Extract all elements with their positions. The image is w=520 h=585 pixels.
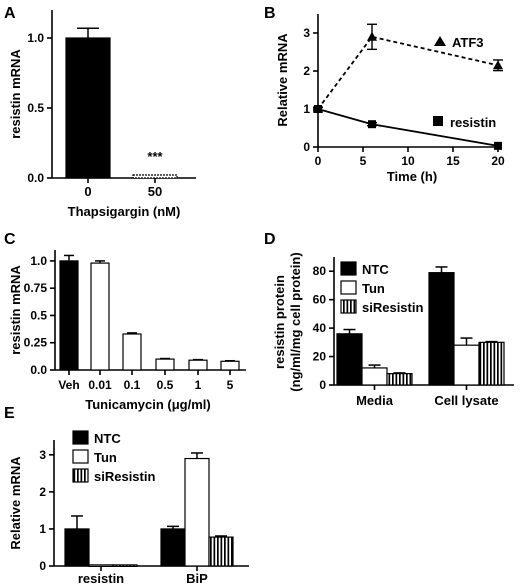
y-tick-label: 0 — [303, 140, 310, 154]
bar-e-siresistin — [208, 536, 234, 567]
y-axis-title: resistin protein — [272, 275, 287, 369]
bar-a-0 — [65, 37, 111, 179]
y-tick-label: 3 — [39, 448, 46, 462]
legend-swatch-ntc — [340, 261, 357, 276]
bar-e-ntc — [160, 528, 186, 567]
x-tick-label: 20 — [491, 154, 505, 168]
x-axis-title: Tunicamycin (μg/ml) — [85, 397, 210, 412]
legend-label: NTC — [94, 431, 121, 446]
legend-swatch-ntc — [72, 430, 89, 445]
data-point-atf3 — [493, 60, 503, 70]
bar-e-ntc — [64, 528, 90, 567]
panel-label-c: C — [4, 231, 16, 248]
x-tick-label: 50 — [148, 184, 162, 199]
y-axis-title-units: (ng/ml/mg cell protein) — [288, 252, 303, 391]
panel-label-d: D — [264, 231, 276, 248]
legend-marker-resistin — [433, 116, 443, 126]
bar-d-siresistin — [478, 341, 505, 386]
x-tick-label: 10 — [401, 154, 415, 168]
data-point-atf3 — [367, 31, 377, 41]
x-tick-label: resistin — [78, 571, 124, 585]
legend-label: resistin — [450, 115, 496, 130]
legend-swatch-siresistin — [72, 468, 89, 483]
x-tick-label: 0 — [84, 184, 91, 199]
y-tick-label: 2 — [303, 64, 310, 78]
bar-d-ntc — [336, 333, 363, 386]
legend-label: Tun — [94, 450, 117, 465]
y-tick-label: 2 — [39, 485, 46, 499]
legend-label: NTC — [362, 262, 389, 277]
y-tick-label: 0.75 — [24, 281, 48, 295]
y-tick-label: 1 — [39, 522, 46, 536]
series-line-atf3 — [317, 35, 499, 110]
legend-marker-atf3 — [434, 36, 446, 46]
data-point-resistin — [368, 120, 376, 129]
y-tick-label: 0 — [39, 559, 46, 573]
bar-a-1 — [132, 174, 178, 179]
legend-swatch-siresistin — [340, 299, 357, 314]
y-tick-label: 0.0 — [27, 171, 44, 185]
y-tick-label: 0.5 — [27, 101, 44, 115]
x-tick-label: BiP — [186, 571, 208, 585]
y-axis-title: resistin mRNA — [8, 49, 23, 139]
y-tick-label: 0.25 — [24, 336, 48, 350]
bar-c-4 — [188, 359, 208, 371]
y-tick-label: 20 — [313, 350, 327, 364]
bar-d-siresistin — [386, 373, 413, 386]
y-axis-title: resistin mRNA — [8, 265, 23, 355]
bar-c-3 — [155, 358, 175, 371]
y-tick-label: 60 — [313, 293, 327, 307]
x-tick-label: Veh — [58, 378, 79, 392]
panel-label-a: A — [4, 5, 16, 22]
x-tick-label: 0 — [315, 154, 322, 168]
legend-label: siResistin — [362, 300, 423, 315]
data-point-resistin — [494, 141, 502, 150]
y-tick-label: 40 — [313, 321, 327, 335]
legend-label: Tun — [362, 281, 385, 296]
x-tick-label: 15 — [446, 154, 460, 168]
bar-c-1 — [90, 262, 110, 371]
y-tick-label: 0.5 — [30, 308, 47, 322]
x-tick-label: 0.01 — [88, 378, 112, 392]
bar-d-tun — [361, 367, 388, 386]
x-tick-label: Cell lysate — [434, 393, 498, 408]
x-tick-label: 5 — [227, 378, 234, 392]
data-point-resistin — [314, 105, 322, 113]
significance-label: *** — [147, 149, 163, 164]
x-axis-title: Thapsigargin (nM) — [68, 204, 181, 219]
y-tick-label: 0 — [319, 378, 326, 392]
legend-label: siResistin — [94, 469, 155, 484]
x-tick-label: 0.1 — [124, 378, 141, 392]
y-tick-label: 1.0 — [30, 254, 47, 268]
x-tick-label: 0.5 — [157, 378, 174, 392]
y-tick-label: 0.0 — [30, 363, 47, 377]
y-tick-label: 80 — [313, 264, 327, 278]
x-tick-label: 5 — [360, 154, 367, 168]
x-tick-label: 1 — [195, 378, 202, 392]
legend-swatch-tun — [340, 280, 357, 295]
y-axis-title: Relative mRNA — [8, 456, 23, 550]
x-tick-label: Media — [356, 393, 394, 408]
bar-c-5 — [220, 360, 240, 371]
bar-c-0 — [59, 260, 79, 371]
y-tick-label: 3 — [303, 26, 310, 40]
panel-label-e: E — [4, 405, 15, 422]
panel-label-b: B — [264, 5, 276, 22]
bar-e-siresistin — [112, 564, 138, 567]
legend-swatch-tun — [72, 449, 89, 464]
legend-label: ATF3 — [452, 35, 484, 50]
y-tick-label: 1.0 — [27, 31, 44, 45]
bar-e-tun — [184, 457, 210, 567]
bar-c-2 — [122, 333, 142, 371]
x-axis-title: Time (h) — [387, 169, 437, 184]
y-axis-title: Relative mRNA — [275, 33, 290, 127]
bar-d-ntc — [428, 272, 455, 386]
y-tick-label: 1 — [303, 102, 310, 116]
bar-d-tun — [453, 344, 480, 386]
